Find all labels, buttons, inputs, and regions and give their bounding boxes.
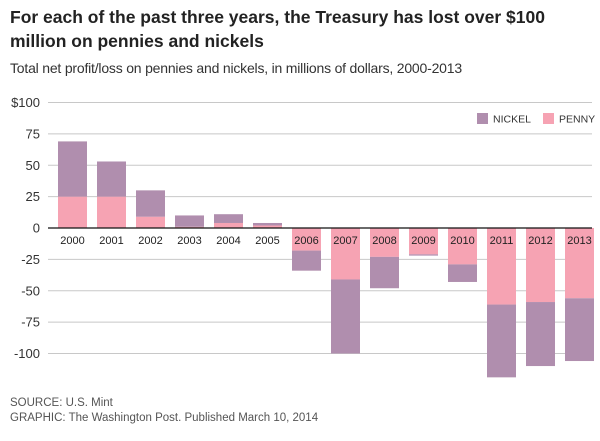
x-tick-label: 2005	[255, 235, 279, 247]
chart-title: For each of the past three years, the Tr…	[10, 7, 545, 51]
y-tick-label: 0	[33, 221, 40, 236]
x-axis-labels: 2000 2001 2002 2003 2004 2005 2006 2007 2008 2009…	[60, 235, 591, 247]
y-tick-label: -75	[21, 315, 40, 330]
x-tick-label: 2003	[177, 235, 201, 247]
y-tick-label: -50	[21, 283, 40, 298]
legend: NICKEL PENNY	[477, 113, 595, 126]
bar-penny-2006	[292, 228, 321, 251]
bar-penny-2008	[370, 228, 399, 257]
bar-penny-2001	[97, 196, 126, 228]
x-tick-label: 2013	[567, 235, 591, 247]
chart-subtitle: Total net profit/loss on pennies and nic…	[10, 60, 462, 76]
y-axis-ticks: $100 75 50 25 0 -25 -50 -75 -100	[11, 95, 40, 361]
bar-nickel-2009	[409, 254, 438, 256]
x-tick-label: 2008	[372, 235, 396, 247]
legend-label-nickel: NICKEL	[493, 114, 531, 126]
bar-penny-2010	[448, 228, 477, 265]
x-tick-label: 2004	[216, 235, 240, 247]
bar-nickel-2003	[175, 215, 204, 227]
credit-note: GRAPHIC: The Washington Post. Published …	[10, 412, 319, 424]
bar-nickel-2002	[136, 190, 165, 217]
y-tick-label: 25	[26, 189, 40, 204]
x-tick-label: 2000	[60, 235, 84, 247]
bar-nickel-2005	[253, 222, 282, 226]
bar-penny-2002	[136, 216, 165, 228]
bar-penny-2005	[253, 225, 282, 228]
bar-nickel-2007	[331, 279, 360, 354]
bar-nickel-2008	[370, 256, 399, 289]
x-tick-label: 2006	[294, 235, 318, 247]
x-tick-label: 2009	[411, 235, 435, 247]
x-tick-label: 2001	[99, 235, 123, 247]
y-tick-label: $100	[11, 95, 40, 110]
bar-nickel-2012	[526, 302, 555, 367]
x-tick-label: 2010	[450, 235, 474, 247]
legend-swatch-nickel	[477, 113, 488, 124]
bar-nickel-2006	[292, 250, 321, 271]
x-tick-label: 2007	[333, 235, 357, 247]
y-tick-label: -25	[21, 252, 40, 267]
source-note: SOURCE: U.S. Mint	[10, 397, 113, 409]
x-tick-label: 2002	[138, 235, 162, 247]
x-tick-label: 2011	[490, 235, 514, 247]
bar-nickel-2011	[487, 304, 516, 378]
legend-label-penny: PENNY	[559, 114, 595, 126]
bar-penny-2012	[526, 228, 555, 303]
legend-swatch-penny	[543, 113, 554, 124]
bar-penny-2013	[565, 228, 594, 299]
y-tick-label: -100	[14, 346, 40, 361]
bar-nickel-2013	[565, 298, 594, 362]
bar-nickel-2004	[214, 214, 243, 223]
bar-nickel-2000	[58, 141, 87, 197]
footer: SOURCE: U.S. Mint GRAPHIC: The Washingto…	[10, 396, 318, 426]
x-tick-label: 2012	[528, 235, 552, 247]
bar-penny-2011	[487, 228, 516, 305]
bar-penny-2004	[214, 222, 243, 228]
bar-nickel-2010	[448, 264, 477, 282]
bar-penny-2007	[331, 228, 360, 280]
bars	[58, 141, 594, 378]
bar-nickel-2001	[97, 161, 126, 197]
y-tick-label: 75	[26, 126, 40, 141]
bar-penny-2009	[409, 228, 438, 255]
y-tick-label: 50	[26, 158, 40, 173]
bar-penny-2000	[58, 196, 87, 228]
